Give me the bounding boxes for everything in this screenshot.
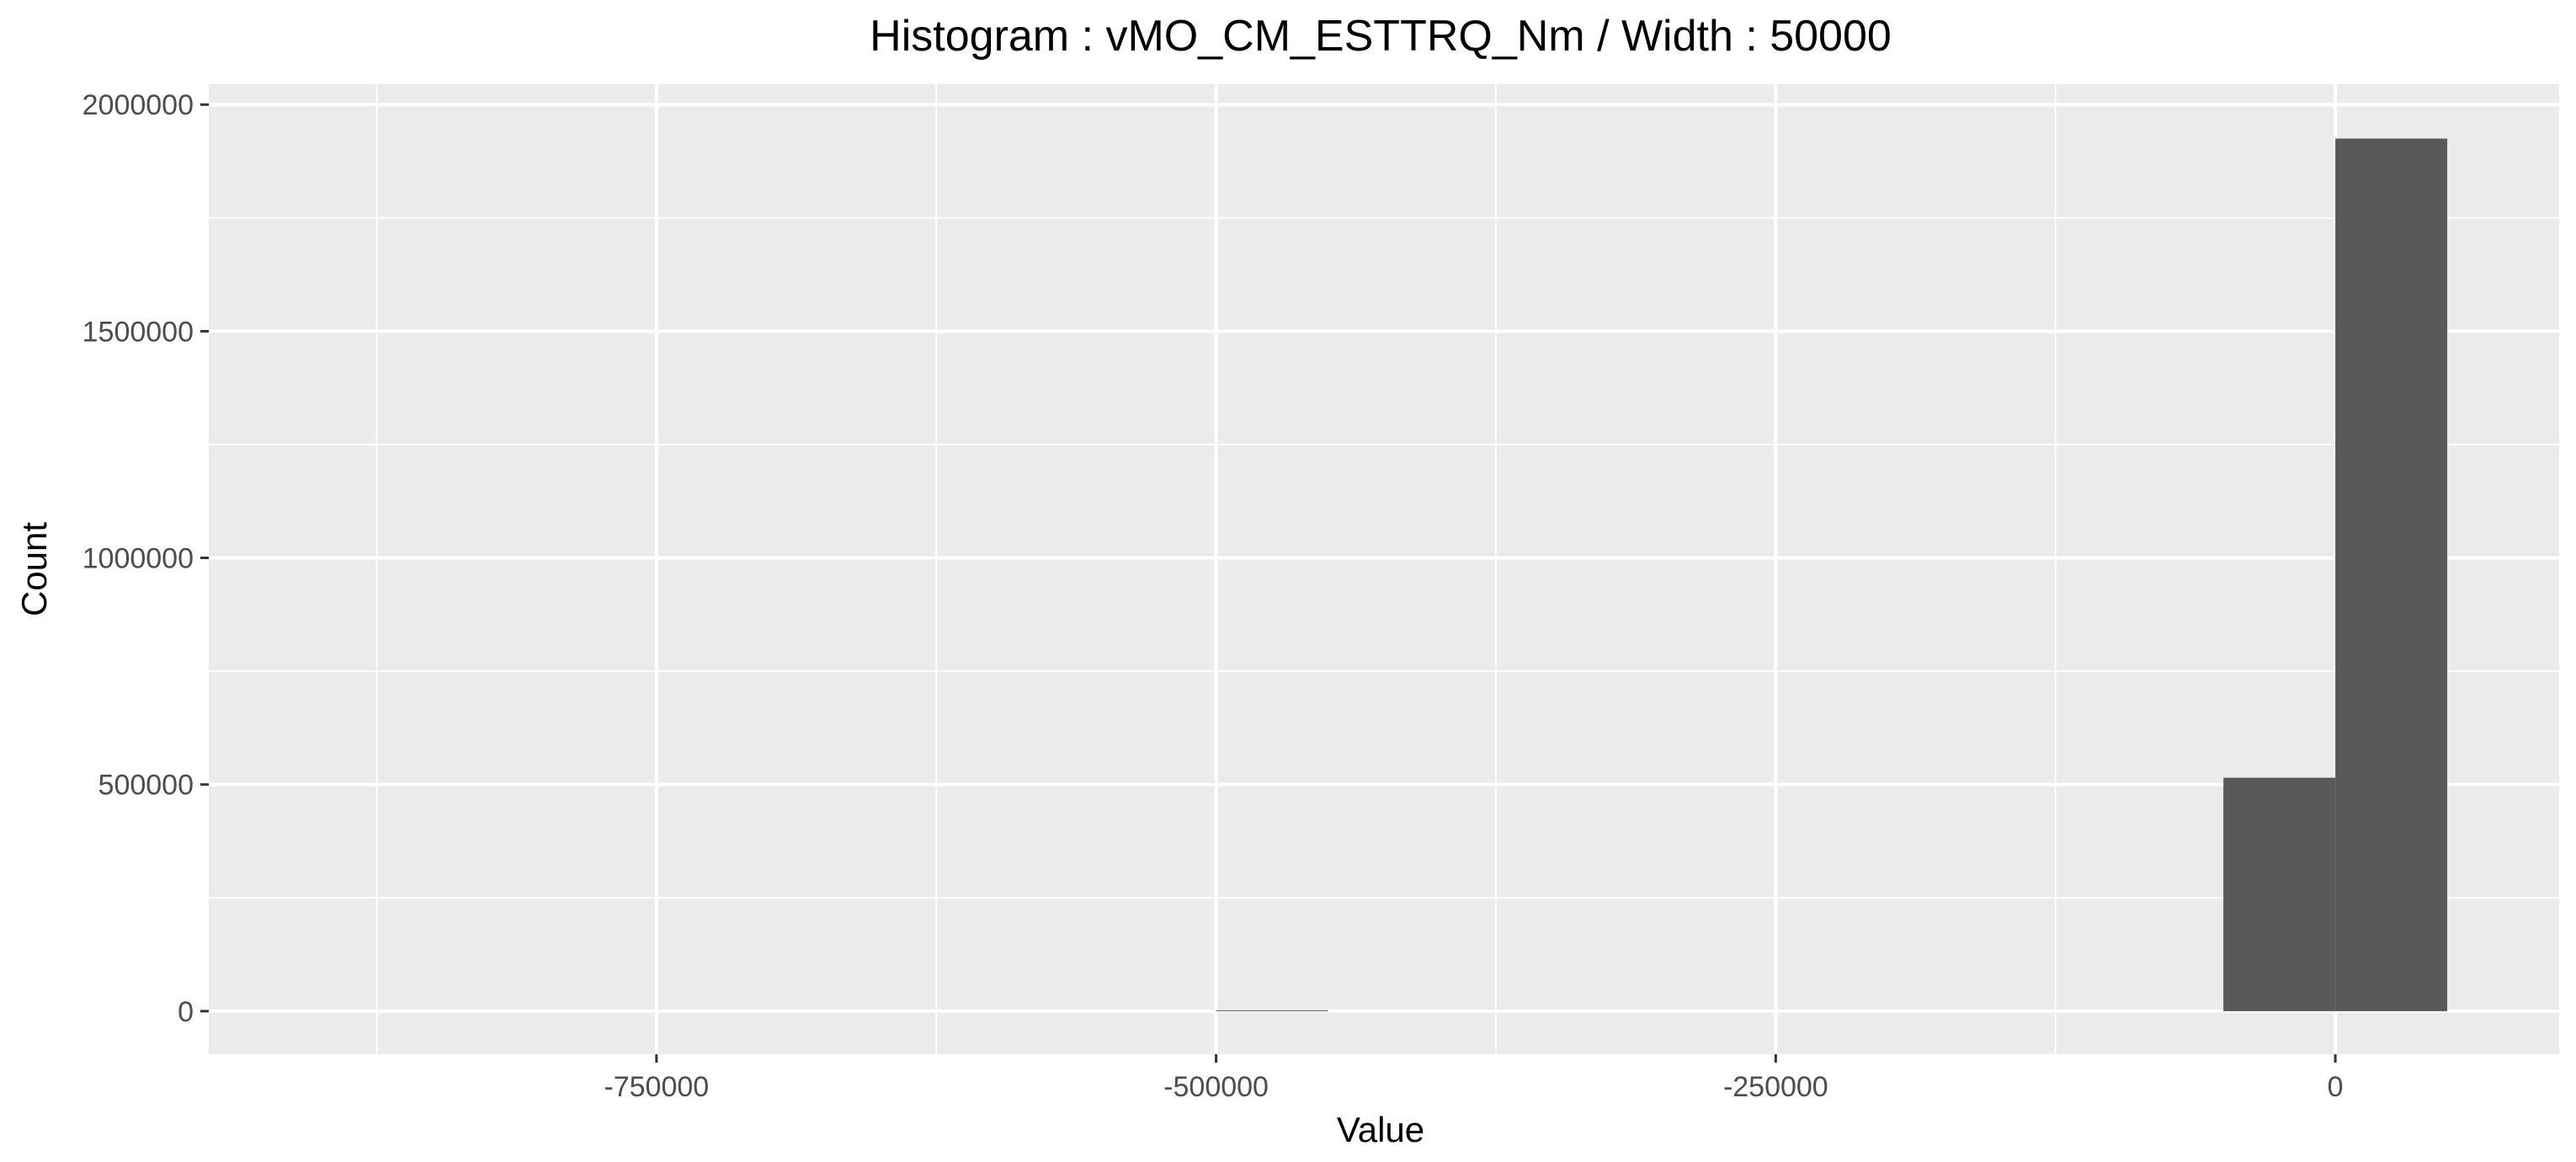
x-axis-title: Value	[1337, 1110, 1424, 1149]
histogram-bar	[2335, 138, 2448, 1011]
y-tick-label: 1500000	[82, 316, 194, 348]
histogram-bar	[2223, 777, 2336, 1011]
x-tick-label: -250000	[1723, 1071, 1828, 1103]
x-tick-label: -500000	[1163, 1071, 1269, 1103]
x-tick-label: -750000	[604, 1071, 709, 1103]
y-tick-label: 0	[178, 996, 194, 1028]
x-tick-label: 0	[2328, 1071, 2344, 1103]
y-tick-label: 1000000	[82, 543, 194, 575]
minor-gridlines	[209, 84, 2559, 1054]
histogram-bars	[1216, 138, 2448, 1011]
chart-title: Histogram : vMO_CM_ESTTRQ_Nm / Width : 5…	[870, 12, 1892, 61]
y-tick-label: 2000000	[82, 89, 194, 121]
histogram-bar	[1216, 1010, 1328, 1011]
x-axis-ticks: -750000 -500000 -250000 0	[604, 1054, 2344, 1103]
y-axis-ticks: 0 500000 1000000 1500000 2000000	[82, 89, 209, 1028]
y-axis-title: Count	[14, 522, 54, 616]
y-tick-label: 500000	[98, 770, 194, 802]
plot-panel	[209, 84, 2559, 1054]
